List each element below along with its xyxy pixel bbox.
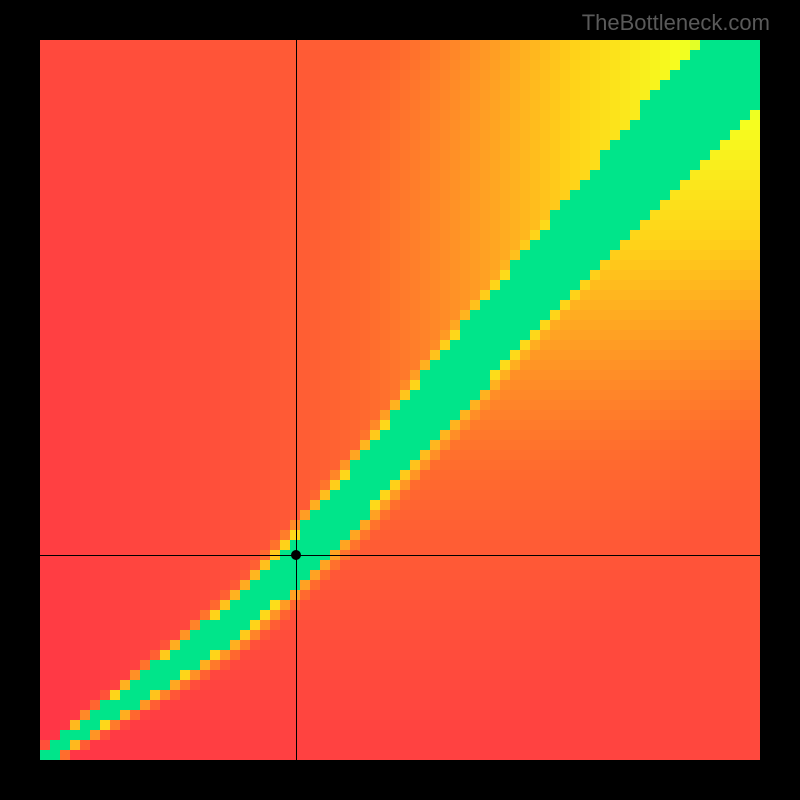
crosshair-marker [291, 550, 301, 560]
watermark-text: TheBottleneck.com [582, 10, 770, 36]
crosshair-horizontal [40, 555, 760, 556]
crosshair-vertical [296, 40, 297, 760]
heatmap-canvas [40, 40, 760, 760]
heatmap-plot [40, 40, 760, 760]
